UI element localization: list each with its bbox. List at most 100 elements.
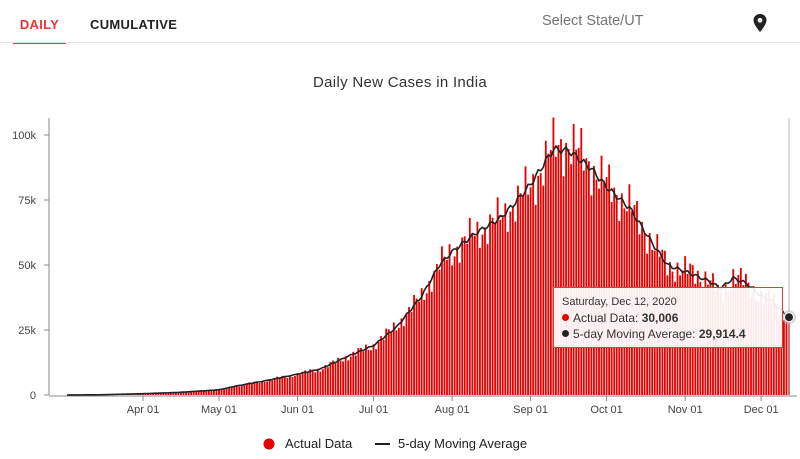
bar [230,387,233,395]
bar [281,375,284,395]
bar [593,165,595,395]
bar [486,244,489,395]
bar [555,156,557,395]
bar [370,350,372,395]
bar [192,391,195,395]
bar [582,170,585,395]
bar [544,140,547,395]
y-tick-label: 25k [18,325,36,337]
bar [273,378,276,395]
bar [567,148,570,395]
tab-daily[interactable]: DAILY [13,0,66,44]
bar [479,248,481,395]
bar [291,376,294,395]
bar [162,393,165,395]
bar [314,372,317,395]
bar [552,117,555,395]
bar [420,288,423,395]
bar [377,341,380,395]
bar [489,214,491,395]
bar [276,376,279,395]
legend-actual-label[interactable]: Actual Data [285,436,353,451]
bar [187,391,190,395]
legend-average-label[interactable]: 5-day Moving Average [398,436,527,451]
bar [757,301,760,395]
bar [392,322,395,395]
bar [783,319,785,395]
bar [600,155,603,395]
bar [213,389,215,395]
bar [395,330,398,395]
bar [458,262,461,395]
y-tick-label: 75k [18,195,36,207]
bar [519,193,522,395]
bar [443,256,446,395]
bar [164,392,167,395]
bar [167,392,170,395]
bar [365,344,367,395]
bar [387,329,390,395]
bar [549,150,552,395]
x-tick-label: Nov 01 [668,404,703,416]
bar [785,319,788,395]
bar [238,386,241,395]
bar [332,360,334,395]
bar [154,393,157,395]
bar [770,303,773,395]
bar [169,392,172,395]
bar [218,389,220,395]
bar [283,376,286,395]
bar [425,293,428,395]
bar [435,264,438,395]
bar [382,339,385,395]
bar [200,390,203,395]
bar [182,392,185,395]
bar [367,349,370,395]
bar [575,149,578,395]
bar [228,387,231,395]
bar [243,385,246,395]
bar [349,356,352,395]
bar [481,234,484,395]
bar [220,388,223,395]
bar [473,236,476,395]
bar [514,221,517,395]
bar [413,294,415,395]
bar [397,327,400,395]
bar [334,363,337,395]
bar [499,219,502,395]
bar [362,351,365,395]
bar [468,217,471,395]
y-axis: 0 25k 50k 75k 100k [12,118,50,402]
x-tick-label: Aug 01 [435,404,470,416]
bar [539,173,542,395]
bar [261,380,263,395]
bar [608,164,611,395]
x-tick-label: Jul 01 [359,404,388,416]
bar [446,259,448,395]
bar [418,301,421,395]
tab-cumulative[interactable]: CUMULATIVE [90,17,178,32]
bar [542,185,545,395]
bar [311,370,314,395]
x-tick-label: Oct 01 [590,404,622,416]
bar [415,298,418,395]
bar [286,377,289,395]
bar [428,280,431,395]
tooltip-average-value: 29,914.4 [698,327,746,341]
bar [327,367,329,395]
bar [532,174,535,395]
hover-marker [782,118,796,395]
y-tick-label: 0 [30,390,36,402]
bar [385,328,388,395]
bar [775,304,778,395]
x-tick-label: Sep 01 [513,404,548,416]
legend-actual-marker [263,438,275,450]
bar [251,383,253,395]
bar [253,381,256,395]
tooltip-average-dot [562,330,569,337]
bar [565,142,567,395]
bar [301,371,304,395]
bar [258,382,261,395]
